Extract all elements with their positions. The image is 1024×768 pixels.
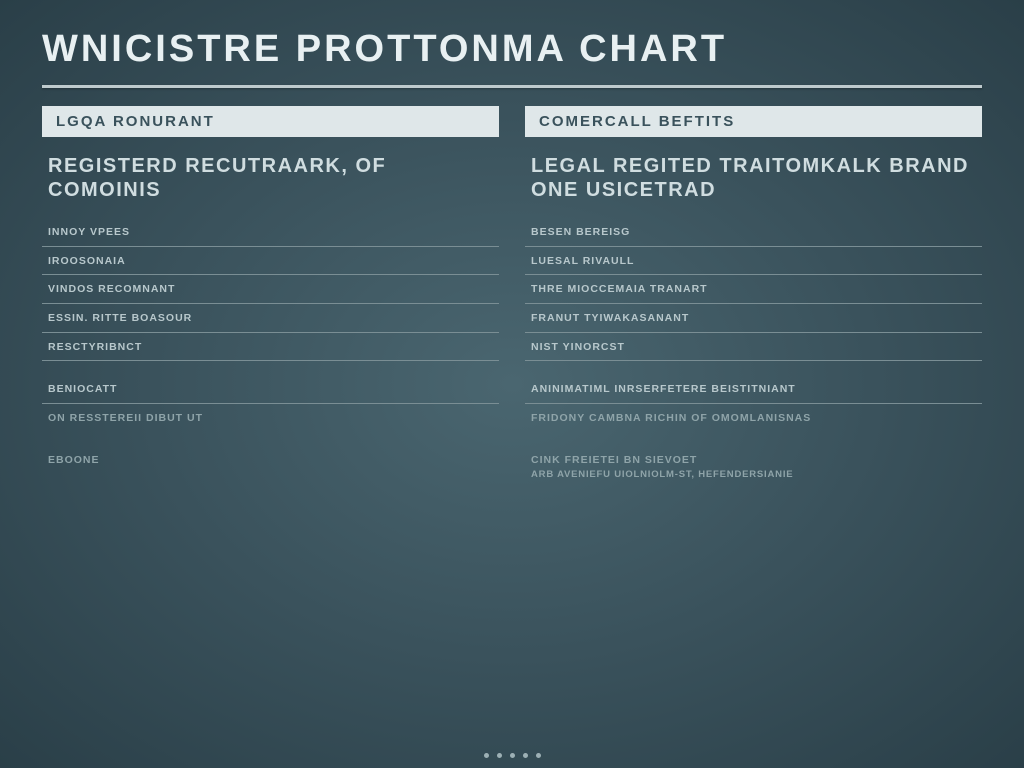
list-item: NIST YINORCST <box>525 333 982 362</box>
two-column-layout: LGQA RONURANT REGISTERD RECUTRAARK, OF C… <box>42 106 982 488</box>
list-item: VINDOS RECOMNANT <box>42 275 499 304</box>
list-item: FRIDONY CAMBNA RICHIN OF OMOMLANISNAS <box>525 404 982 432</box>
pager-dot <box>536 753 541 758</box>
pager-dot <box>484 753 489 758</box>
footer-main-text: CINK FREIETEI BN SIEVOET <box>531 454 697 466</box>
list-item-footer: CINK FREIETEI BN SIEVOET ARB AVENIEFU UI… <box>525 446 982 488</box>
list-item: BESEN BEREISG <box>525 218 982 247</box>
list-item: THRE MIOCCEMAIA TRANART <box>525 275 982 304</box>
page-indicator <box>0 753 1024 758</box>
left-column: LGQA RONURANT REGISTERD RECUTRAARK, OF C… <box>42 106 499 488</box>
pager-dot <box>510 753 515 758</box>
right-list: BESEN BEREISG LUESAL RIVAULL THRE MIOCCE… <box>525 218 982 487</box>
right-column-header: COMERCALL BEFTITS <box>525 106 982 137</box>
list-item: BENIOCATT <box>42 375 499 404</box>
list-item: ON RESSTEREII DIBUT UT <box>42 404 499 432</box>
page-title: WNICISTRE PROTTONMA CHART <box>42 28 982 71</box>
left-list: INNOY VPEES IROOSONAIA VINDOS RECOMNANT … <box>42 218 499 473</box>
right-subheading: LEGAL REGITED TRAITOMKALK BRAND ONE USIC… <box>525 155 982 202</box>
list-item: ANINIMATIML INRSERFETERE BEISTITNIANT <box>525 375 982 404</box>
list-item: LUESAL RIVAULL <box>525 247 982 276</box>
pager-dot <box>497 753 502 758</box>
list-item: FRANUT TYIWAKASANANT <box>525 304 982 333</box>
list-item: RESCTYRIBNCT <box>42 333 499 362</box>
footer-sub-text: ARB AVENIEFU UIOLNIOLM-ST, HEFENDERSIANI… <box>531 469 976 481</box>
left-subheading: REGISTERD RECUTRAARK, OF COMOINIS <box>42 155 499 202</box>
title-rule <box>42 85 982 88</box>
list-item: INNOY VPEES <box>42 218 499 247</box>
list-item: EBOONE <box>42 446 499 474</box>
list-item: IROOSONAIA <box>42 247 499 276</box>
pager-dot <box>523 753 528 758</box>
list-item: ESSIN. RITTE BOASOUR <box>42 304 499 333</box>
right-column: COMERCALL BEFTITS LEGAL REGITED TRAITOMK… <box>525 106 982 488</box>
left-column-header: LGQA RONURANT <box>42 106 499 137</box>
